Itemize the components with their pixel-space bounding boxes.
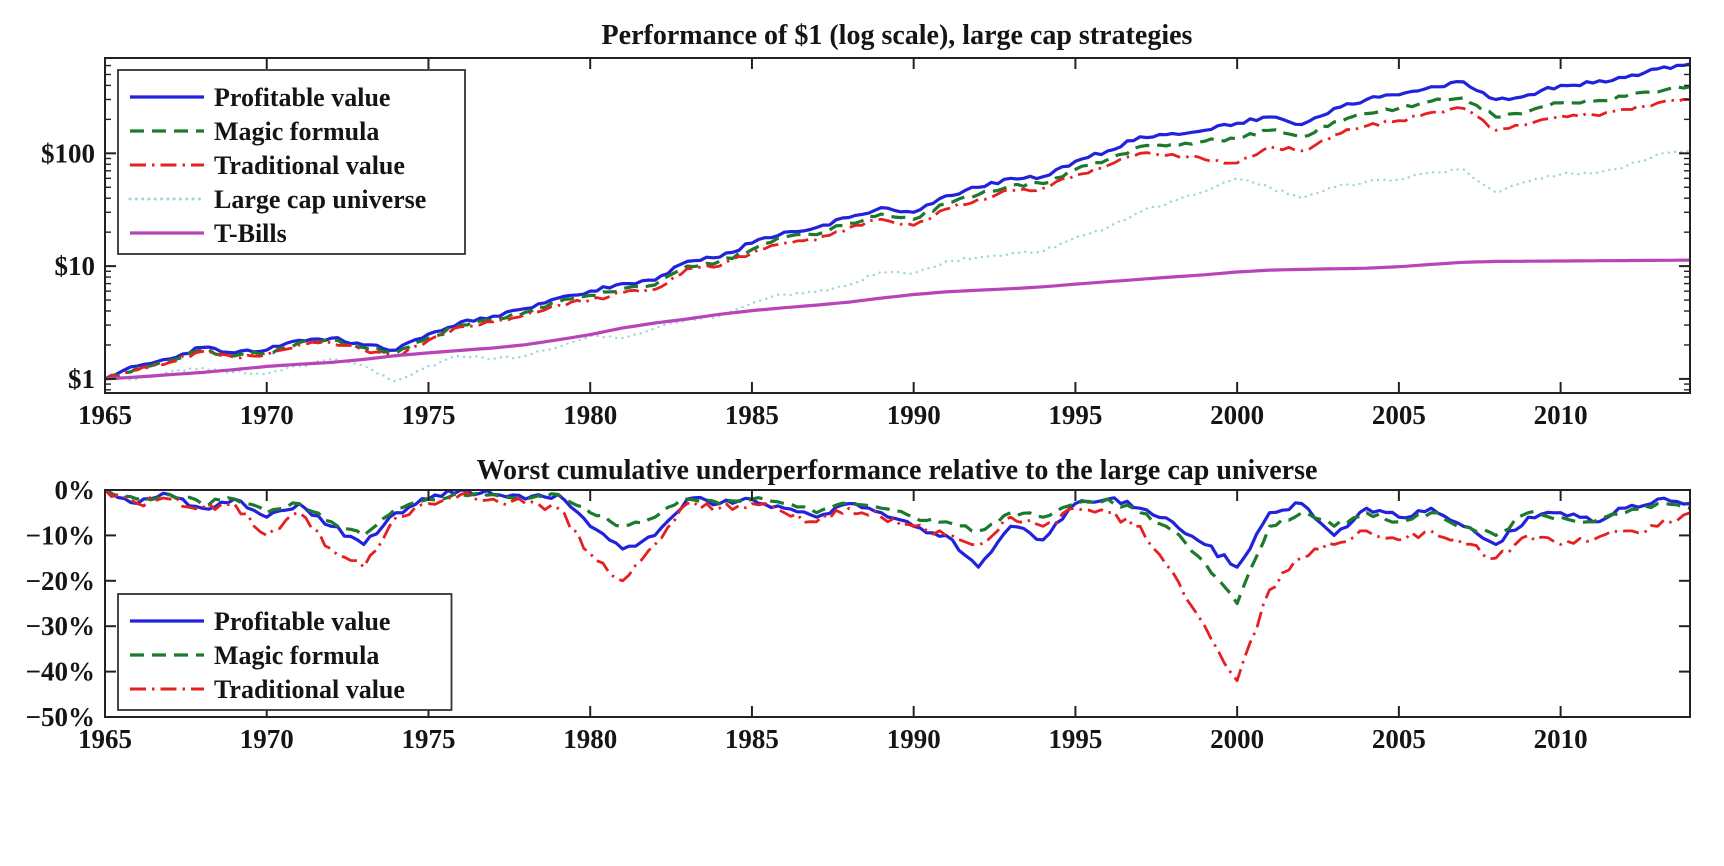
series-lines xyxy=(105,490,1690,683)
legend-item-large-cap-universe: Large cap universe xyxy=(128,185,426,214)
legend-item-profitable-value: Profitable value xyxy=(130,83,390,112)
legend-box xyxy=(117,69,466,255)
x-tick-label: 2005 xyxy=(1372,724,1426,754)
x-tick-label: 2005 xyxy=(1372,400,1426,430)
legend-label: Traditional value xyxy=(214,675,405,704)
x-tick-label: 1970 xyxy=(240,400,294,430)
x-tick-label: 2000 xyxy=(1210,400,1264,430)
y-tick-label: −40% xyxy=(26,657,95,687)
x-tick-label: 1975 xyxy=(402,400,456,430)
legend-label: Magic formula xyxy=(214,641,379,670)
x-tick-label: 1990 xyxy=(887,400,941,430)
x-tick-label: 1990 xyxy=(887,724,941,754)
x-tick-label: 1970 xyxy=(240,724,294,754)
legend-label: Large cap universe xyxy=(214,185,426,214)
legend-label: Profitable value xyxy=(214,83,390,112)
legend-item-traditional-value: Traditional value xyxy=(130,151,405,180)
performance-plot-area: 1965 1970 1975 1980 1985 1990 1995 2000 2005 2010… xyxy=(41,57,1691,430)
legend-item-magic-formula: Magic formula xyxy=(130,641,379,670)
y-tick-label: −30% xyxy=(26,611,95,641)
y-tick-label: $10 xyxy=(55,251,96,281)
underperformance-chart-title: Worst cumulative underperformance relati… xyxy=(477,455,1318,486)
axis-labels: 1965 1970 1975 1980 1985 1990 1995 2000 2005 2010… xyxy=(26,475,1588,754)
legend-box xyxy=(117,593,453,711)
axis-labels: 1965 1970 1975 1980 1985 1990 1995 2000 2005 2010… xyxy=(41,138,1588,430)
x-tick-label: 1965 xyxy=(78,400,132,430)
legend-item-t-bills: T-Bills xyxy=(130,219,287,248)
underperformance-chart: Worst cumulative underperformance relati… xyxy=(26,455,1691,754)
legend-label: Magic formula xyxy=(214,117,379,146)
x-tick-label: 1980 xyxy=(563,724,617,754)
legend-item-profitable-value: Profitable value xyxy=(130,607,390,636)
line-profitable-value xyxy=(105,490,1690,569)
y-tick-label: $1 xyxy=(68,364,95,394)
x-tick-label: 2010 xyxy=(1534,724,1588,754)
y-tick-label: $100 xyxy=(41,138,95,168)
x-tick-label: 1985 xyxy=(725,724,779,754)
series-lines xyxy=(105,62,1690,383)
line-magic-formula xyxy=(105,490,1690,606)
line-traditional-value xyxy=(105,490,1690,683)
line-t-bills xyxy=(105,258,1690,381)
line-traditional-value xyxy=(105,98,1690,381)
y-tick-label: −10% xyxy=(26,520,95,550)
x-tick-label: 1965 xyxy=(78,724,132,754)
line-large-cap-universe xyxy=(105,149,1690,383)
legend-item-traditional-value: Traditional value xyxy=(130,675,405,704)
legend-label: T-Bills xyxy=(214,219,287,248)
x-tick-label: 2010 xyxy=(1534,400,1588,430)
legend: Profitable value Magic formula Traditional… xyxy=(117,69,466,255)
legend-label: Profitable value xyxy=(214,607,390,636)
line-profitable-value xyxy=(105,62,1690,381)
y-tick-label: −50% xyxy=(26,702,95,732)
axes-ticks xyxy=(104,58,1690,393)
x-tick-label: 1985 xyxy=(725,400,779,430)
y-tick-label: −20% xyxy=(26,566,95,596)
x-tick-label: 2000 xyxy=(1210,724,1264,754)
legend-item-magic-formula: Magic formula xyxy=(130,117,379,146)
x-tick-label: 1995 xyxy=(1048,724,1102,754)
legend-label: Traditional value xyxy=(214,151,405,180)
performance-chart: Performance of $1 (log scale), large cap… xyxy=(41,20,1691,430)
legend: Profitable value Magic formula Traditional… xyxy=(117,593,453,711)
plot-frame xyxy=(104,489,1691,718)
x-tick-label: 1975 xyxy=(402,724,456,754)
axes-ticks xyxy=(104,489,1690,718)
x-tick-label: 1980 xyxy=(563,400,617,430)
line-magic-formula xyxy=(105,85,1690,381)
performance-chart-title: Performance of $1 (log scale), large cap… xyxy=(602,20,1193,51)
x-tick-label: 1995 xyxy=(1048,400,1102,430)
y-tick-label: 0% xyxy=(55,475,96,505)
underperformance-plot-area: 1965 1970 1975 1980 1985 1990 1995 2000 2005 2010… xyxy=(26,475,1691,754)
plot-frame xyxy=(104,57,1691,394)
